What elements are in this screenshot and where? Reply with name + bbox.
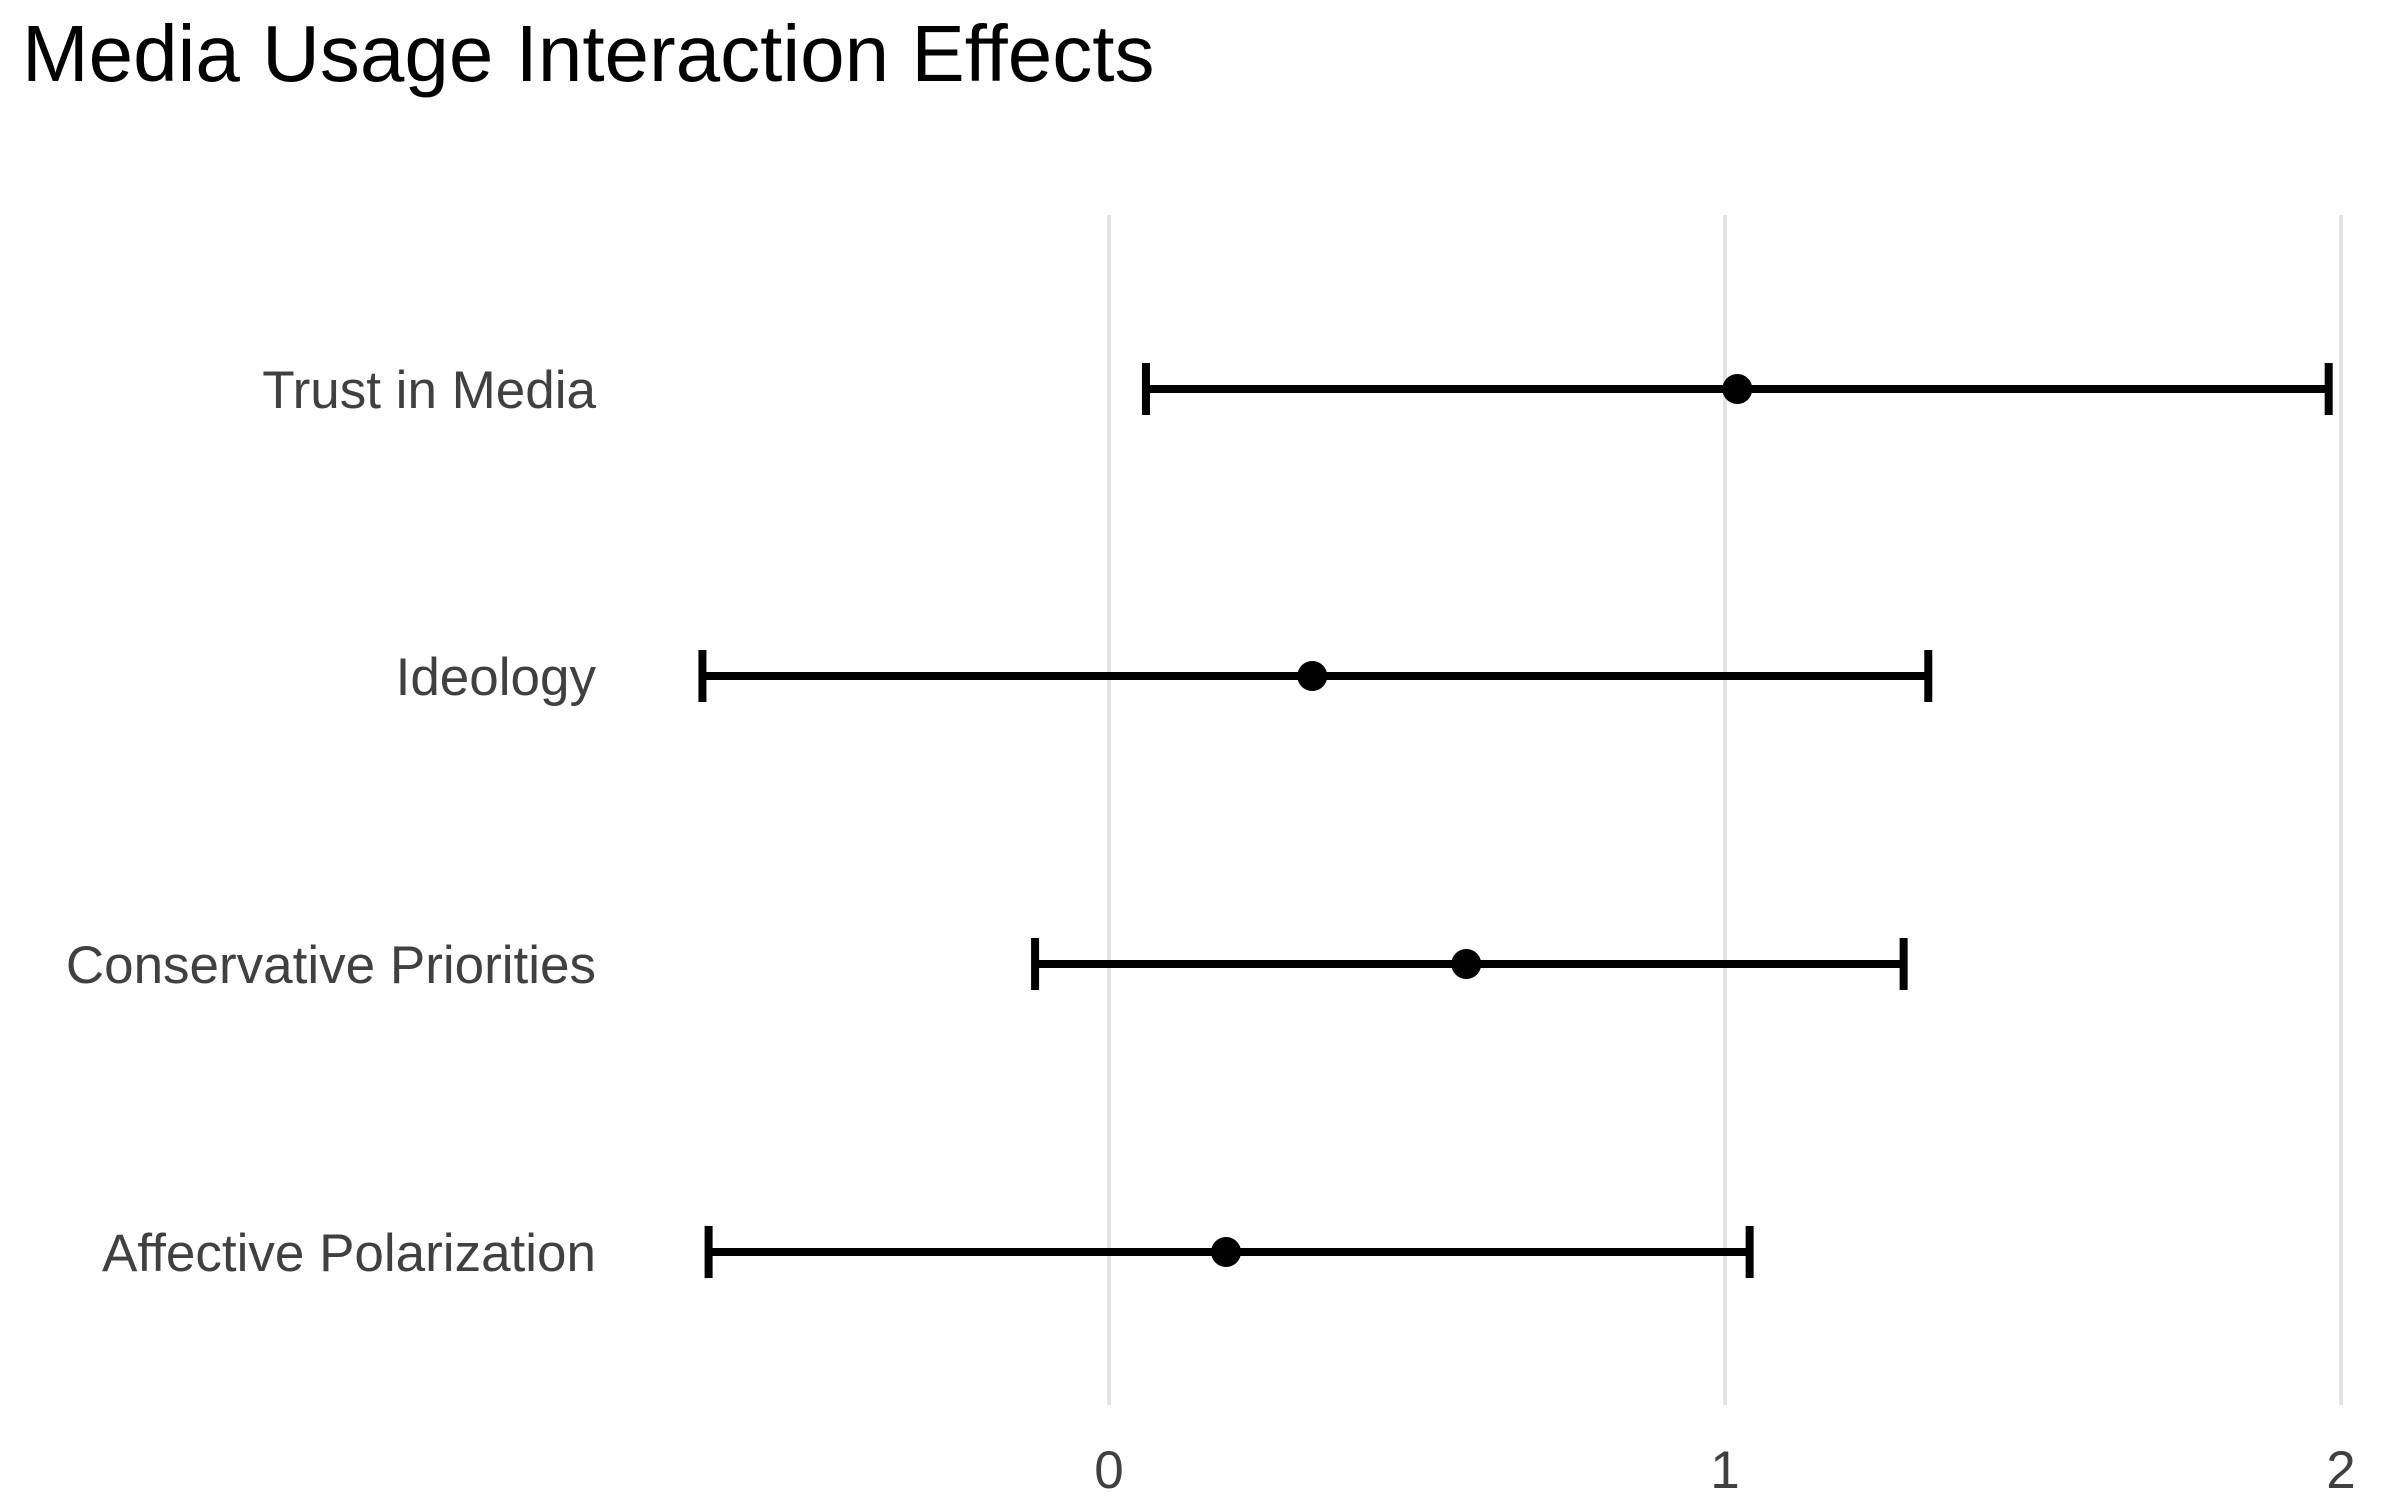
category-label: Conservative Priorities: [66, 936, 596, 995]
x-tick-label: 0: [1094, 1441, 1123, 1500]
x-tick-label: 2: [2326, 1441, 2355, 1500]
chart-title: Media Usage Interaction Effects: [22, 9, 1155, 98]
category-label: Ideology: [396, 648, 597, 707]
estimate-point: [1451, 949, 1482, 979]
estimate-marks: [698, 363, 2333, 1278]
estimate-point: [1722, 374, 1753, 404]
x-axis-ticks: 0 1 2: [1094, 1441, 2355, 1500]
category-label: Affective Polarization: [102, 1224, 596, 1283]
estimate-point: [1211, 1237, 1242, 1267]
x-tick-label: 1: [1710, 1441, 1739, 1500]
gridlines: [1107, 215, 2343, 1405]
category-label: Trust in Media: [262, 361, 596, 420]
estimate-point: [1297, 661, 1328, 691]
category-labels: Trust in Media Ideology Conservative Prior…: [66, 361, 597, 1283]
